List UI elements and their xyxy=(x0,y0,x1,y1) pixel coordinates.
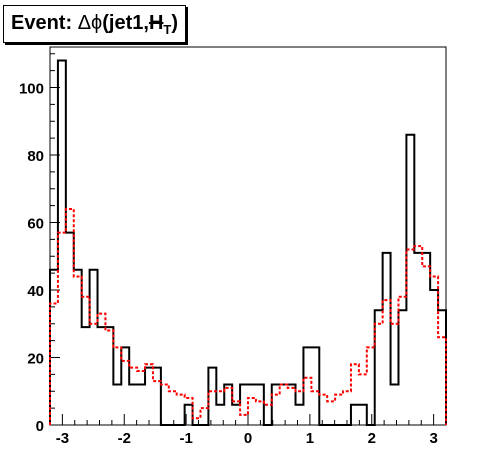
x-tick-label: 0 xyxy=(244,430,252,447)
dashed-red-histogram xyxy=(49,208,447,425)
tick-labels: 0 20 40 60 80 100 -3 -2 -1 0 1 2 3 xyxy=(19,81,438,448)
chart-title: Event: Δϕ(jet1,HT) xyxy=(11,12,178,37)
title-args: (jet1, xyxy=(102,11,149,34)
plot-frame xyxy=(49,46,447,426)
x-tick-label: -2 xyxy=(118,430,131,447)
title-ht-h: H xyxy=(148,11,164,34)
x-tick-label: 1 xyxy=(306,430,314,447)
title-prefix: Event: xyxy=(11,11,78,34)
x-tick-label: 2 xyxy=(368,430,376,447)
series-layer xyxy=(49,59,447,426)
y-tick-label: 0 xyxy=(36,418,44,435)
y-tick-label: 100 xyxy=(19,81,44,98)
y-tick-label: 60 xyxy=(27,216,44,233)
x-tick-label: 3 xyxy=(429,430,437,447)
x-tick-label: -1 xyxy=(179,430,192,447)
title-phi: ϕ xyxy=(91,11,103,34)
title-ht-sub: T xyxy=(163,21,172,37)
axis-ticks xyxy=(49,53,447,426)
title-ht: H xyxy=(149,12,163,34)
chart-title-box: Event: Δϕ(jet1,HT) xyxy=(3,5,187,43)
title-delta: Δ xyxy=(77,11,92,34)
y-tick-label: 40 xyxy=(27,283,44,300)
solid-black-histogram xyxy=(49,59,447,426)
y-tick-label: 80 xyxy=(27,148,44,165)
x-tick-label: -3 xyxy=(56,430,69,447)
y-tick-label: 20 xyxy=(27,351,44,368)
title-close: ) xyxy=(171,11,179,34)
